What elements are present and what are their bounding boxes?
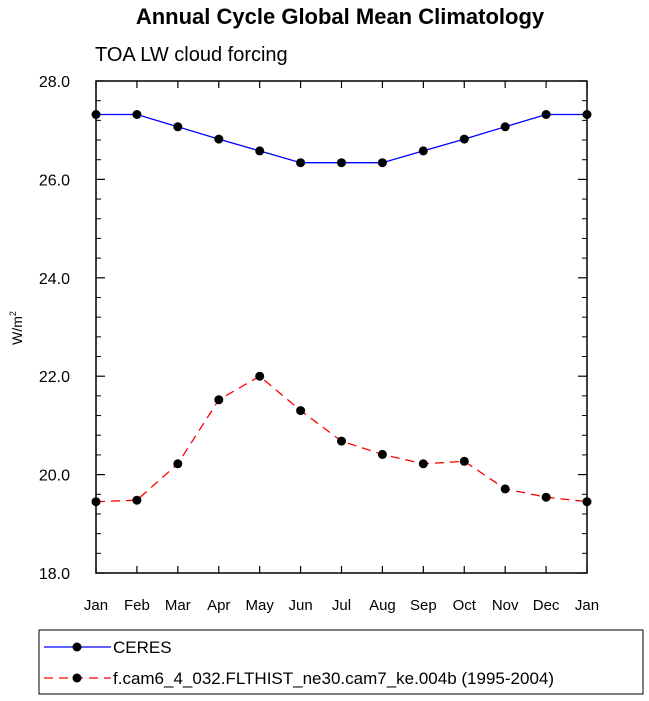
y-tick-label: 24.0 — [39, 271, 70, 288]
x-tick-label: Oct — [453, 597, 477, 614]
series-1-point — [541, 492, 551, 502]
legend-ceres-marker — [72, 642, 82, 652]
x-tick-label: Nov — [492, 597, 519, 614]
x-tick-label: Aug — [369, 597, 396, 614]
x-tick-label: Jan — [575, 597, 599, 614]
series-0-point — [582, 110, 592, 119]
series-1-point — [377, 449, 387, 459]
y-axis-label: W/m2 — [8, 311, 25, 345]
y-axis-label-text: W/m — [9, 316, 25, 345]
legend-ceres-label: CERES — [113, 638, 172, 657]
chart-title: Annual Cycle Global Mean Climatology — [136, 4, 545, 29]
x-tick-label: Apr — [207, 597, 230, 614]
chart-subtitle: TOA LW cloud forcing — [95, 44, 288, 66]
x-tick-label: Sep — [410, 597, 437, 614]
series-0-point — [173, 122, 183, 132]
series-1-point — [173, 459, 183, 469]
axis-ticks: Jan Feb Mar Apr May Jun Jul Aug Sep Oct Nov Dec Jan 1… — [39, 74, 599, 614]
y-tick-label: 28.0 — [39, 74, 70, 91]
series-0-point — [132, 110, 142, 119]
y-tick-label: 26.0 — [39, 172, 70, 189]
series-1-point — [459, 456, 469, 466]
series-1-point — [132, 495, 142, 505]
series-1-point — [91, 497, 101, 507]
series-0-point — [377, 158, 387, 168]
x-tick-label: May — [245, 597, 274, 614]
legend: CERES f.cam6_4_032.FLTHIST_ne30.cam7_ke.… — [38, 629, 644, 695]
y-tick-label: 20.0 — [39, 468, 70, 485]
series-1-point — [255, 371, 265, 381]
series-0-point — [459, 134, 469, 144]
series-1-point — [582, 497, 592, 507]
series-0-point — [337, 158, 346, 168]
legend-box — [38, 629, 644, 695]
plot-frame — [95, 80, 588, 574]
series-0-point — [500, 122, 510, 132]
series-1-point — [337, 436, 346, 446]
x-tick-label: Dec — [533, 597, 560, 614]
series-0-point — [296, 158, 306, 168]
series-0-line — [96, 113, 587, 164]
x-tick-label: Feb — [124, 597, 150, 614]
y-axis-label-superscript: 2 — [8, 311, 18, 316]
series-1-point — [214, 395, 224, 405]
series-1-point — [418, 459, 428, 469]
x-tick-label: Mar — [165, 597, 191, 614]
series-0-point — [541, 110, 551, 119]
x-tick-label: Jan — [84, 597, 108, 614]
series-1-point — [296, 406, 306, 416]
series-0-point — [214, 134, 224, 144]
series-layer — [91, 110, 592, 507]
series-0-point — [255, 146, 265, 156]
legend-model-label: f.cam6_4_032.FLTHIST_ne30.cam7_ke.004b (… — [113, 669, 554, 688]
series-0-point — [91, 110, 101, 119]
y-tick-label: 18.0 — [39, 566, 70, 583]
x-tick-label: Jun — [288, 597, 312, 614]
x-tick-label: Jul — [332, 597, 351, 614]
series-0-point — [418, 146, 428, 156]
series-1-point — [500, 484, 510, 494]
y-tick-label: 22.0 — [39, 369, 70, 386]
legend-model-marker — [72, 673, 82, 683]
